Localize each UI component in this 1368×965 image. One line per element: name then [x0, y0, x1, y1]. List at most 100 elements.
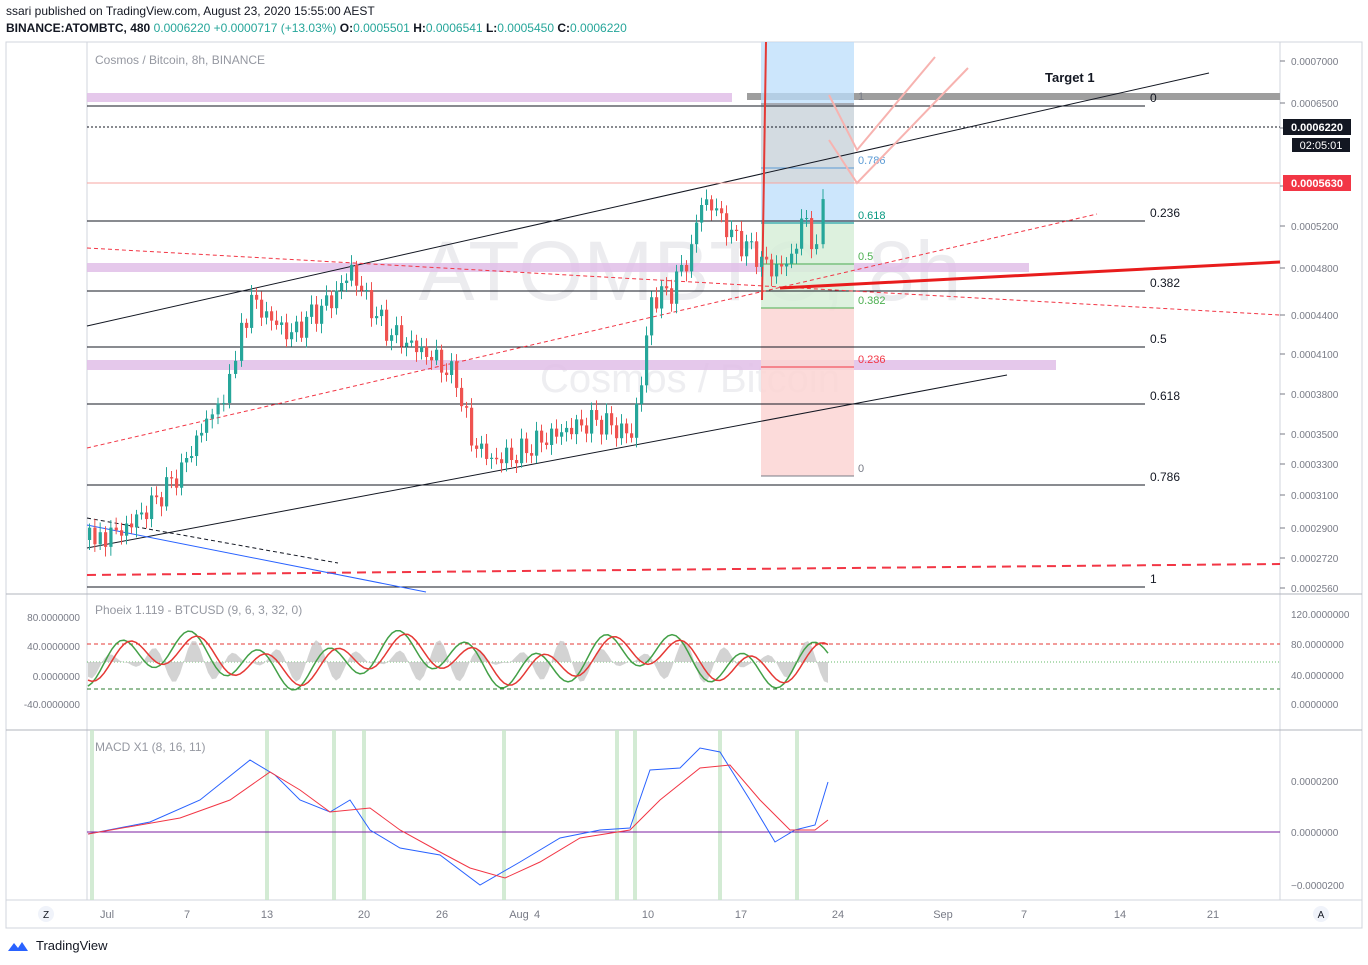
red-dashed-trend [86, 213, 1098, 449]
candle-body [440, 349, 444, 373]
candle-body [480, 443, 484, 449]
candle-body [550, 428, 554, 445]
last-price: 0.0006220 [153, 21, 211, 35]
candle-body [195, 435, 199, 457]
candle-body [540, 430, 544, 443]
time-axis: Jul 7 13 20 26 Aug 4 10 17 24 Sep 7 14 21 [100, 909, 1219, 921]
auto-scale-button[interactable]: A [1318, 910, 1325, 921]
candle-body [695, 222, 699, 245]
candle-body [285, 322, 289, 340]
phoenix-left-tick: 40.0000000 [27, 642, 80, 653]
candle-body [140, 512, 144, 515]
phoenix-axes: 80.0000000 40.0000000 0.0000000 -40.0000000… [24, 610, 1350, 711]
candle-body [515, 460, 519, 464]
position-stop [761, 308, 854, 476]
price-axis: 0.00070000.00065000.00060000.00056000.00… [1280, 57, 1339, 595]
macd-signal-line [87, 764, 829, 879]
open-key: O: [339, 21, 354, 35]
candle-body [815, 244, 819, 250]
candle-body [645, 335, 649, 386]
candle-body [810, 218, 814, 250]
candle-body [430, 356, 434, 361]
candle-body [370, 289, 374, 319]
time-tick-label: 20 [358, 909, 370, 921]
candle-body [795, 248, 799, 254]
timezone-button[interactable]: Z [43, 910, 49, 921]
candle-body [425, 346, 429, 357]
open-value: 0.0005501 [353, 21, 410, 35]
candle-body [705, 199, 709, 205]
close-key: C: [557, 21, 571, 35]
candle-body [500, 459, 504, 464]
price-tick-label: 0.0003300 [1291, 460, 1339, 471]
candle-body [770, 259, 774, 277]
zone-top [87, 93, 732, 102]
candle-body [165, 477, 169, 507]
price-tick-label: 0.0004100 [1291, 350, 1339, 361]
candle-body [315, 304, 319, 324]
timezone-button-bg[interactable] [38, 906, 54, 922]
chart-frame [5, 41, 1363, 929]
candle-body [485, 443, 489, 459]
macd-axis: 0.0000200 0.0000000 −0.0000200 [1291, 777, 1345, 892]
time-tick-label: 7 [1021, 909, 1027, 921]
candle-body [300, 321, 304, 338]
macd-tick-label: −0.0000200 [1291, 881, 1345, 892]
auto-scale-button-bg[interactable] [1313, 906, 1329, 922]
candle-body [740, 230, 744, 257]
fib-levels-inner: 0.786 0.618 0.5 0.382 0.236 0 1 [761, 91, 886, 477]
macd-cross-band [615, 730, 619, 900]
phoenix-label: Phoeix 1.119 - BTCUSD (9, 6, 3, 32, 0) [95, 603, 302, 617]
candle-body [210, 414, 214, 419]
candle-body [755, 241, 759, 267]
price-tick-label: 0.0004400 [1291, 311, 1339, 322]
candle-body [295, 321, 299, 333]
phoenix-left-tick: -40.0000000 [24, 700, 81, 711]
fib-inner-label: 0.786 [858, 155, 886, 167]
candle-body [465, 406, 469, 408]
time-tick-label: 21 [1207, 909, 1219, 921]
price-tick-label: 0.0002900 [1291, 524, 1339, 535]
candle-body [228, 373, 232, 403]
candle-body [98, 532, 102, 545]
candle-body [93, 527, 97, 545]
candle-body [305, 316, 309, 338]
projection-path-1 [828, 56, 936, 152]
phoenix-green-line [87, 629, 829, 691]
phoenix-right-tick: 0.0000000 [1291, 700, 1339, 711]
fib-level-label: 0.382 [1150, 276, 1180, 290]
target-zone [747, 93, 1280, 100]
low-key: L: [485, 21, 498, 35]
red-bold-trend [779, 260, 1281, 290]
red-dashed-bottom [86, 563, 1281, 576]
macd-label: MACD X1 (8, 16, 11) [95, 740, 205, 754]
candle-body [170, 477, 174, 479]
candle-body [88, 527, 92, 540]
candle-body [590, 410, 594, 434]
candle-body [205, 418, 209, 433]
countdown-badge: 02:05:01 [1300, 140, 1343, 152]
candle-body [725, 213, 729, 238]
candle-body [280, 322, 284, 325]
price-tick-label: 0.0007000 [1291, 57, 1339, 68]
price-change: +0.0000717 (+13.03%) [213, 21, 337, 35]
macd-tick-label: 0.0000000 [1291, 828, 1339, 839]
candle-body [510, 447, 514, 461]
candle-body [310, 304, 314, 317]
candle-body [670, 288, 674, 304]
candle-body [245, 322, 249, 328]
time-tick-label: 7 [184, 909, 190, 921]
phoenix-red-line [87, 633, 829, 687]
candle-body [685, 264, 689, 272]
candle-body [375, 316, 379, 319]
candle-body [765, 256, 769, 260]
position-green [761, 224, 854, 308]
phoenix-right-tick: 40.0000000 [1291, 671, 1344, 682]
macd-cross-band [90, 730, 94, 900]
candle-body [450, 361, 454, 375]
time-tick-label: Aug [509, 909, 529, 921]
price-tick-label: 0.0003100 [1291, 491, 1339, 502]
macd-cross-band [265, 730, 269, 900]
footer-brand[interactable]: TradingView [6, 938, 108, 953]
